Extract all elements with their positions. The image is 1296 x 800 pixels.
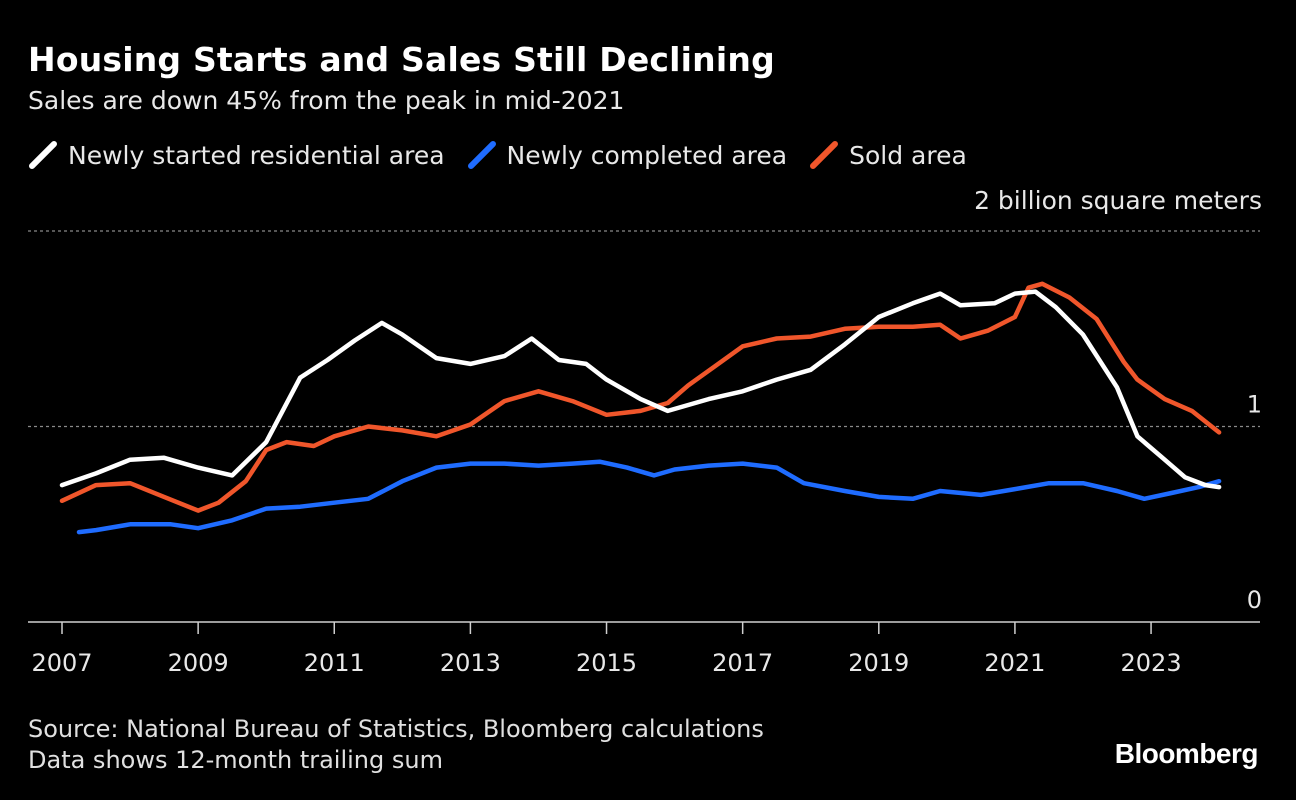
legend-swatch-completed-icon <box>467 141 496 169</box>
data-note: Data shows 12-month trailing sum <box>28 746 443 774</box>
x-tick-label: 2015 <box>576 649 637 677</box>
bloomberg-logo: Bloomberg <box>1114 738 1259 769</box>
x-tick-label: 2009 <box>168 649 229 677</box>
x-tick-label: 2021 <box>984 649 1045 677</box>
series-line-completed <box>76 459 1222 535</box>
x-tick-label: 2023 <box>1121 649 1182 677</box>
legend-item-sold: Sold area <box>809 140 967 170</box>
legend-item-started: Newly started residential area <box>28 140 445 170</box>
x-tick-label: 2017 <box>712 649 773 677</box>
series-line-sold <box>59 281 1222 513</box>
y-tick-label: 1 <box>1247 391 1262 419</box>
x-tick-label: 2011 <box>304 649 365 677</box>
legend-item-completed: Newly completed area <box>467 140 788 170</box>
legend: Newly started residential area Newly com… <box>28 140 989 170</box>
chart-title: Housing Starts and Sales Still Declining <box>28 40 775 79</box>
legend-label-sold: Sold area <box>849 140 967 170</box>
legend-label-started: Newly started residential area <box>68 140 445 170</box>
legend-swatch-sold-icon <box>810 141 839 169</box>
y-tick-label: 0 <box>1247 586 1262 614</box>
chart-subtitle: Sales are down 45% from the peak in mid-… <box>28 86 625 115</box>
y-axis-unit-label: 2 billion square meters <box>974 186 1262 215</box>
x-tick-label: 2019 <box>848 649 909 677</box>
legend-label-completed: Newly completed area <box>506 140 788 170</box>
series-line-started <box>59 289 1222 490</box>
source-note: Source: National Bureau of Statistics, B… <box>28 715 764 743</box>
x-tick-label: 2007 <box>31 649 92 677</box>
footer: Source: National Bureau of Statistics, B… <box>28 714 764 776</box>
legend-swatch-started-icon <box>29 141 57 169</box>
x-tick-label: 2013 <box>440 649 501 677</box>
